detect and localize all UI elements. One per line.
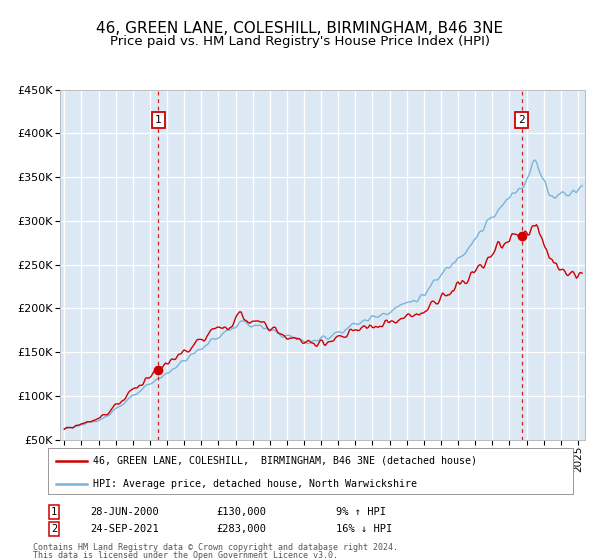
Text: 1: 1	[51, 507, 57, 517]
Text: 28-JUN-2000: 28-JUN-2000	[90, 507, 159, 517]
Text: 46, GREEN LANE, COLESHILL,  BIRMINGHAM, B46 3NE (detached house): 46, GREEN LANE, COLESHILL, BIRMINGHAM, B…	[92, 456, 476, 466]
Text: £130,000: £130,000	[216, 507, 266, 517]
Text: This data is licensed under the Open Government Licence v3.0.: This data is licensed under the Open Gov…	[33, 551, 338, 560]
Text: £283,000: £283,000	[216, 524, 266, 534]
Text: 2: 2	[518, 115, 525, 125]
Text: 1: 1	[155, 115, 161, 125]
Text: 46, GREEN LANE, COLESHILL, BIRMINGHAM, B46 3NE: 46, GREEN LANE, COLESHILL, BIRMINGHAM, B…	[97, 21, 503, 36]
Text: 24-SEP-2021: 24-SEP-2021	[90, 524, 159, 534]
Text: 16% ↓ HPI: 16% ↓ HPI	[336, 524, 392, 534]
Text: 2: 2	[51, 524, 57, 534]
Text: 9% ↑ HPI: 9% ↑ HPI	[336, 507, 386, 517]
Text: HPI: Average price, detached house, North Warwickshire: HPI: Average price, detached house, Nort…	[92, 479, 416, 489]
Text: Contains HM Land Registry data © Crown copyright and database right 2024.: Contains HM Land Registry data © Crown c…	[33, 543, 398, 552]
Text: Price paid vs. HM Land Registry's House Price Index (HPI): Price paid vs. HM Land Registry's House …	[110, 35, 490, 48]
